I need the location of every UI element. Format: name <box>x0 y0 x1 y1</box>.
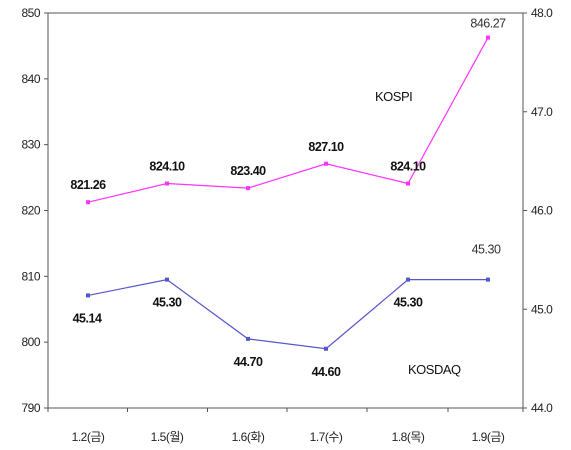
kospi-data-label: 824.10 <box>149 160 185 174</box>
kospi-data-label: 846.27 <box>470 17 506 31</box>
kosdaq-point <box>324 346 328 351</box>
kosdaq-point <box>246 336 250 341</box>
kosdaq-data-label: 44.70 <box>234 355 263 369</box>
kosdaq-data-label: 45.30 <box>472 243 501 257</box>
left-tick-label: 790 <box>21 401 40 415</box>
kospi-point <box>246 186 250 191</box>
left-tick-label: 840 <box>21 72 40 86</box>
x-tick-label: 1.5(월) <box>151 430 184 444</box>
kosdaq-data-label: 45.30 <box>394 296 423 310</box>
plot-area-border <box>47 12 524 409</box>
kosdaq-series-line <box>87 278 488 350</box>
kosdaq-data-label: 45.30 <box>153 296 182 310</box>
kospi-point <box>86 200 90 205</box>
kosdaq-point <box>486 277 490 282</box>
series-layer <box>86 35 490 351</box>
right-tick-label: 44.0 <box>531 401 553 415</box>
right-tick-label: 48.0 <box>531 6 553 20</box>
kospi-series-label: KOSPI <box>375 89 412 104</box>
data-labels-layer: 821.26 824.10 823.40 827.10 824.10 846.27 45.1… <box>70 17 506 379</box>
x-tick-label: 1.6(화) <box>232 430 265 444</box>
kosdaq-data-label: 45.14 <box>73 311 102 325</box>
kospi-data-label: 823.40 <box>230 164 266 178</box>
left-tick-label: 830 <box>21 138 40 152</box>
left-axis-ticks: 790 800 810 820 830 840 850 <box>21 6 48 415</box>
plot-frame <box>47 12 524 409</box>
left-tick-label: 850 <box>21 6 40 20</box>
kospi-point <box>406 181 410 186</box>
right-axis-ticks: 44.0 45.0 46.0 47.0 48.0 <box>523 6 554 415</box>
kospi-data-label: 827.10 <box>308 140 344 154</box>
x-tick-label: 1.9(금) <box>472 430 505 444</box>
right-tick-label: 47.0 <box>531 105 553 119</box>
x-tick-label: 1.2(금) <box>72 430 105 444</box>
kospi-point <box>165 181 169 186</box>
kosdaq-point <box>165 277 169 282</box>
kosdaq-data-label: 44.60 <box>312 365 341 379</box>
x-tick-label: 1.7(수) <box>310 430 343 444</box>
left-tick-label: 810 <box>21 269 40 283</box>
kosdaq-point <box>406 277 410 282</box>
left-tick-label: 800 <box>21 335 40 349</box>
kosdaq-point <box>86 293 90 298</box>
kospi-point <box>324 161 328 166</box>
left-tick-label: 820 <box>21 204 40 218</box>
x-tick-label: 1.8(목) <box>392 430 425 444</box>
right-tick-label: 45.0 <box>531 302 553 316</box>
x-axis-ticks: 1.2(금) 1.5(월) 1.6(화) 1.7(수) 1.8(목) 1.9(금) <box>47 408 524 444</box>
kosdaq-series-label: KOSDAQ <box>408 362 461 377</box>
kospi-point <box>486 35 490 40</box>
kospi-data-label: 824.10 <box>390 160 426 174</box>
kospi-series-line <box>87 37 489 203</box>
right-tick-label: 46.0 <box>531 204 553 218</box>
kospi-data-label: 821.26 <box>70 178 106 192</box>
